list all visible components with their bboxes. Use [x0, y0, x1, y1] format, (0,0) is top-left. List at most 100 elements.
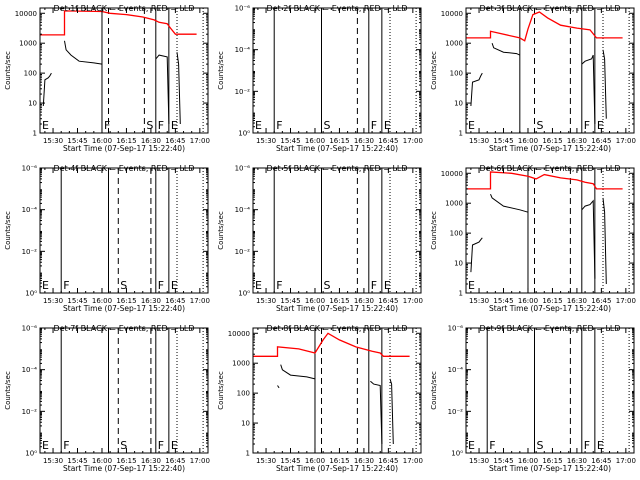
plot-frame: [39, 167, 209, 294]
marker-label: E: [597, 439, 604, 452]
x-axis-label: Start Time (07-Sep-17 15:22:40): [276, 464, 398, 473]
y-tick-label: 10⁻⁴: [448, 366, 464, 374]
chart-title: Det 6f BLACK = Events, RED = LLD: [479, 164, 620, 173]
marker-label: E: [384, 119, 391, 132]
events-series-line: [602, 197, 607, 285]
marker-label: S: [324, 119, 331, 132]
x-tick-label: 16:45: [165, 297, 185, 305]
lld-series-line: [466, 11, 623, 42]
x-axis-label: Start Time (07-Sep-17 15:22:40): [489, 144, 611, 153]
marker-label: F: [371, 279, 377, 292]
y-tick-label: 10⁻⁶: [22, 325, 38, 333]
events-series-line: [581, 54, 596, 125]
marker-label: S: [120, 279, 127, 292]
lld-series-line: [466, 171, 623, 190]
events-series-line: [470, 237, 483, 273]
chart-title: Det 9f BLACK = Events, RED = LLD: [479, 324, 620, 333]
marker-label: E: [468, 279, 475, 292]
x-tick-label: 16:00: [92, 137, 112, 145]
events-series-line: [581, 199, 596, 279]
y-tick-label: 10000: [15, 10, 37, 18]
x-tick-label: 16:00: [305, 457, 325, 465]
marker-label: E: [171, 279, 178, 292]
x-tick-label: 16:00: [518, 457, 538, 465]
x-tick-label: 16:30: [141, 137, 161, 145]
y-axis-label: Counts/sec: [430, 51, 438, 90]
x-axis-label: Start Time (07-Sep-17 15:22:40): [63, 144, 185, 153]
x-tick-label: 16:45: [378, 457, 398, 465]
x-tick-label: 16:30: [354, 137, 374, 145]
x-tick-label: 16:15: [542, 137, 562, 145]
x-tick-label: 15:45: [280, 297, 300, 305]
x-tick-label: 16:00: [92, 297, 112, 305]
chart-panel: 1 10 100 1000 10000 15:30 15:45 16:00 16:15 16:30…: [217, 324, 423, 473]
x-tick-label: 15:30: [256, 137, 276, 145]
x-tick-label: 16:15: [329, 137, 349, 145]
events-series-line: [490, 194, 529, 213]
x-tick-label: 16:45: [165, 137, 185, 145]
marker-label: F: [63, 279, 69, 292]
x-tick-label: 16:45: [591, 137, 611, 145]
chart-panel: E1 10 100 1000 10000 15:30 15:45 16:00 16:15 16:3…: [430, 164, 636, 313]
y-tick-label: 100: [450, 70, 463, 78]
events-series-line: [602, 49, 607, 119]
marker-label: E: [597, 119, 604, 132]
x-tick-label: 17:00: [190, 137, 210, 145]
x-tick-label: 16:15: [116, 137, 136, 145]
y-tick-label: 10⁰: [238, 130, 250, 138]
y-tick-label: 10⁻²: [448, 408, 464, 416]
plot-frame: [252, 7, 422, 134]
plot-area: [40, 8, 204, 133]
x-tick-label: 16:30: [567, 297, 587, 305]
marker-label: E: [468, 439, 475, 452]
y-tick-label: 10000: [441, 10, 463, 18]
marker-label: F: [104, 119, 110, 132]
marker-label: F: [489, 439, 495, 452]
y-tick-label: 10: [454, 100, 463, 108]
x-tick-label: 15:30: [43, 457, 63, 465]
x-tick-label: 15:30: [469, 457, 489, 465]
x-tick-label: 16:30: [141, 297, 161, 305]
events-series-line: [42, 72, 52, 107]
marker-label: F: [276, 119, 282, 132]
y-tick-label: 10⁻⁴: [235, 206, 251, 214]
y-tick-label: 1: [459, 290, 463, 298]
x-axis-label: Start Time (07-Sep-17 15:22:40): [63, 464, 185, 473]
x-tick-label: 16:15: [542, 297, 562, 305]
y-tick-label: 1000: [232, 360, 250, 368]
x-tick-label: 16:15: [329, 297, 349, 305]
y-tick-label: 10: [241, 420, 250, 428]
x-tick-label: 15:30: [256, 297, 276, 305]
chart-title: Det 5f BLACK = Events, RED = LLD: [266, 164, 407, 173]
events-series-line: [491, 43, 521, 56]
y-tick-label: 10000: [228, 330, 250, 338]
y-tick-label: 1000: [19, 40, 37, 48]
y-axis-label: Counts/sec: [217, 51, 225, 90]
y-axis-label: Counts/sec: [430, 211, 438, 250]
marker-label: S: [120, 439, 127, 452]
x-tick-label: 17:00: [190, 297, 210, 305]
marker-label: F: [371, 119, 377, 132]
y-tick-label: 10⁻²: [235, 88, 251, 96]
x-axis-label: Start Time (07-Sep-17 15:22:40): [489, 304, 611, 313]
marker-label: E: [171, 439, 178, 452]
x-tick-label: 15:45: [67, 457, 87, 465]
events-series-line: [64, 40, 103, 65]
y-tick-label: 10000: [441, 170, 463, 178]
x-tick-label: 16:00: [305, 297, 325, 305]
events-series-line: [176, 52, 181, 125]
marker-label: E: [468, 119, 475, 132]
plot-area: [253, 8, 417, 133]
marker-label: E: [42, 439, 49, 452]
plot-frame: [252, 167, 422, 294]
y-tick-label: 1: [246, 450, 250, 458]
x-tick-label: 15:45: [493, 137, 513, 145]
x-tick-label: 17:00: [190, 457, 210, 465]
plot-area: [466, 8, 630, 133]
x-tick-label: 15:45: [280, 137, 300, 145]
y-tick-label: 100: [450, 230, 463, 238]
